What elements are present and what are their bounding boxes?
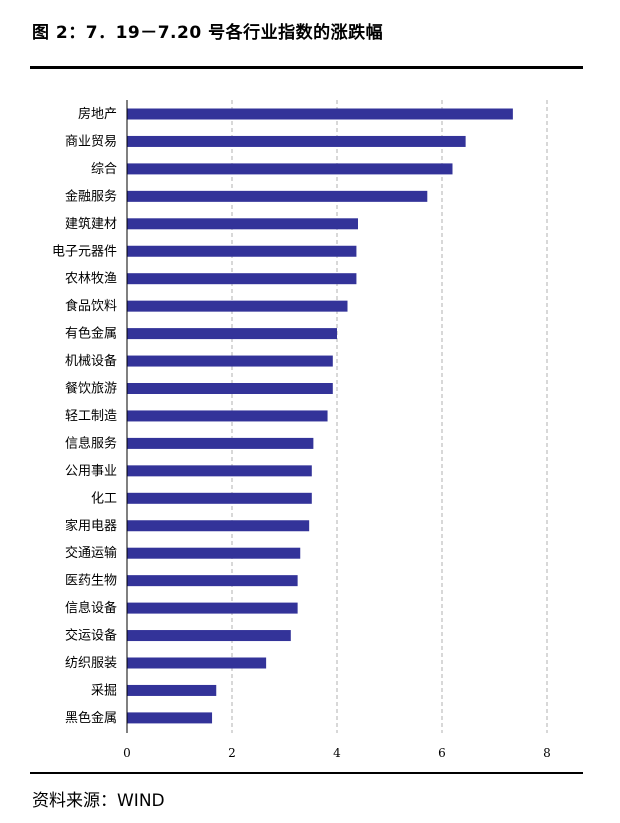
x-tick-label: 6	[438, 746, 446, 760]
category-label: 家用电器	[65, 518, 117, 534]
category-label: 采掘	[91, 683, 117, 698]
x-tick-label: 8	[543, 746, 551, 760]
category-label: 电子元器件	[52, 244, 117, 259]
category-label: 餐饮旅游	[65, 381, 117, 397]
bar	[127, 300, 348, 312]
bars	[127, 108, 513, 724]
category-labels: 房地产商业贸易综合金融服务建筑建材电子元器件农林牧渔食品饮料有色金属机械设备餐饮…	[52, 106, 117, 726]
category-label: 化工	[91, 491, 117, 506]
category-label: 黑色金属	[65, 710, 117, 726]
x-tick-label: 0	[123, 746, 131, 760]
bar	[127, 657, 267, 669]
bar	[127, 547, 301, 559]
bar	[127, 492, 312, 504]
category-label: 农林牧渔	[65, 272, 117, 287]
category-label: 交通运输	[65, 545, 117, 561]
category-label: 交运设备	[65, 628, 117, 644]
bar	[127, 465, 312, 477]
category-label: 信息服务	[65, 435, 117, 451]
bar	[127, 163, 453, 175]
bar	[127, 135, 466, 147]
bar	[127, 712, 213, 724]
source-note: 资料来源：WIND	[32, 791, 165, 811]
category-label: 机械设备	[65, 353, 117, 369]
category-label: 纺织服装	[65, 656, 117, 671]
category-label: 食品饮料	[65, 298, 117, 314]
x-tick-label: 4	[333, 746, 341, 760]
bar	[127, 273, 357, 285]
bar	[127, 245, 357, 257]
bar	[127, 190, 428, 202]
category-label: 医药生物	[65, 574, 117, 589]
x-tick-labels: 0 2 4 6 8	[123, 746, 551, 760]
bar	[127, 630, 291, 642]
bar	[127, 602, 298, 614]
bar	[127, 575, 298, 587]
category-label: 建筑建材	[65, 216, 117, 232]
category-label: 房地产	[78, 106, 117, 122]
bar	[127, 218, 358, 230]
x-tick-label: 2	[228, 746, 236, 760]
bar	[127, 108, 513, 120]
bar	[127, 437, 314, 449]
bar	[127, 355, 333, 367]
bar	[127, 383, 333, 394]
bar	[127, 520, 310, 532]
category-label: 轻工制造	[65, 409, 117, 424]
category-label: 有色金属	[65, 326, 117, 342]
top-rule	[30, 66, 583, 69]
category-label: 金融服务	[65, 188, 117, 204]
category-label: 信息设备	[65, 600, 117, 616]
figure-title: 图 2：7．19－7.20 号各行业指数的涨跌幅	[32, 23, 384, 43]
bar	[127, 328, 337, 340]
category-label: 综合	[91, 162, 117, 177]
bottom-rule	[30, 772, 583, 774]
bar	[127, 684, 217, 696]
bar	[127, 410, 328, 422]
category-label: 商业贸易	[65, 134, 117, 149]
category-label: 公用事业	[65, 464, 117, 479]
